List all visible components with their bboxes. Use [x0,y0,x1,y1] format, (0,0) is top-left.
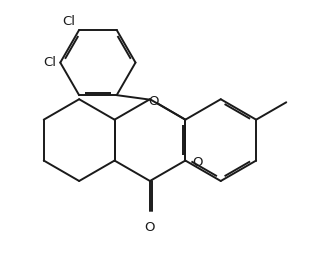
Text: Cl: Cl [43,56,56,69]
Text: O: O [193,156,203,169]
Text: Cl: Cl [62,15,75,28]
Text: O: O [145,221,155,234]
Text: O: O [148,95,159,108]
